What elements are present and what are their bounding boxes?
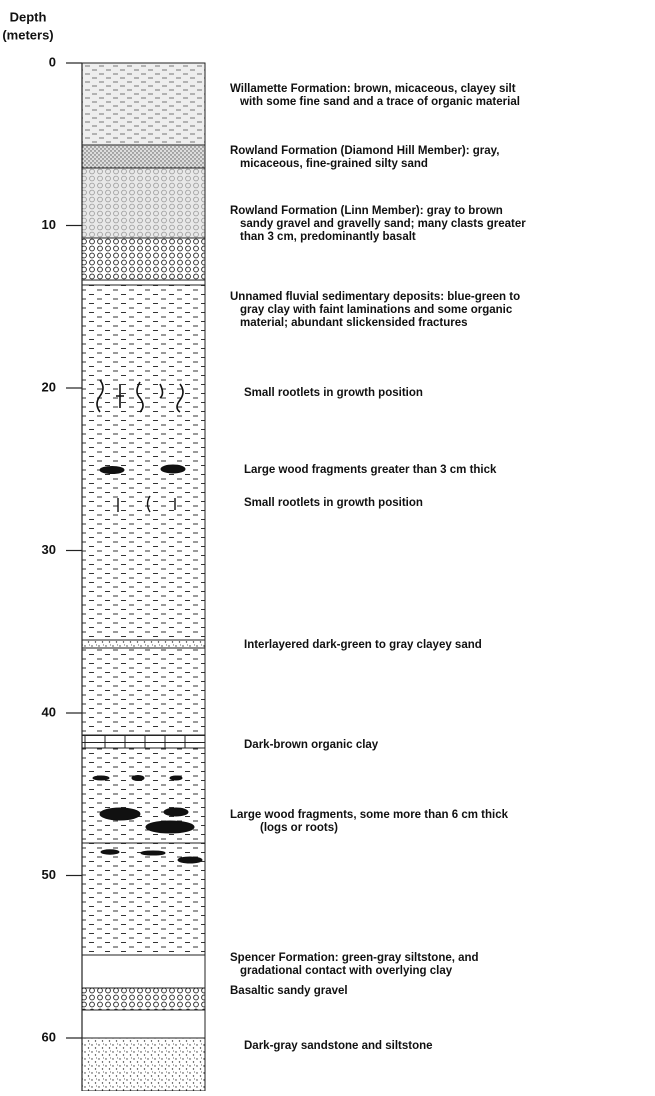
wood-fragment <box>141 851 165 855</box>
description-line: Small rootlets in growth position <box>244 387 423 399</box>
wood-fragment <box>146 821 194 833</box>
layer-gap <box>82 280 205 285</box>
description-line: (logs or roots) <box>260 822 338 834</box>
layer-siltstone <box>82 955 205 988</box>
description-line: gradational contact with overlying clay <box>240 965 453 977</box>
description-line: Large wood fragments, some more than 6 c… <box>230 809 509 821</box>
description-line: Dark-gray sandstone and siltstone <box>244 1040 433 1052</box>
description-line: micaceous, fine-grained silty sand <box>240 158 428 170</box>
descriptions: Willamette Formation: brown, micaceous, … <box>230 83 526 1052</box>
header-unit: (meters) <box>2 27 53 42</box>
tick-label: 10 <box>42 217 56 232</box>
tick-label: 60 <box>42 1029 56 1044</box>
stratigraphic-column: Depth (meters) 0102030405060 Willa <box>0 0 655 1091</box>
wood-fragment <box>164 808 188 816</box>
description-line: Small rootlets in growth position <box>244 497 423 509</box>
wood-fragment <box>132 776 144 781</box>
layer-clayey-sand <box>82 640 205 648</box>
description-line: Dark-brown organic clay <box>244 739 379 751</box>
description-line: sandy gravel and gravelly sand; many cla… <box>240 218 526 230</box>
layer-clay <box>82 648 205 735</box>
layer-silt <box>82 63 205 145</box>
description-line: Willamette Formation: brown, micaceous, … <box>230 83 516 95</box>
layer-siltstone <box>82 1010 205 1038</box>
tick-label: 30 <box>42 542 56 557</box>
description-line: Rowland Formation (Diamond Hill Member):… <box>230 145 499 157</box>
wood-fragment <box>178 857 202 863</box>
header-title: Depth <box>10 9 47 24</box>
description-line: than 3 cm, predominantly basalt <box>240 231 416 243</box>
layer-gravel <box>82 238 205 280</box>
layer-sandstone <box>82 1038 205 1091</box>
description-line: material; abundant slickensided fracture… <box>240 317 468 329</box>
layer-clay <box>82 285 205 640</box>
column-layers <box>82 63 205 1091</box>
tick-label: 20 <box>42 379 56 394</box>
wood-fragment <box>93 776 109 780</box>
header: Depth (meters) <box>2 9 53 42</box>
tick-label: 40 <box>42 704 56 719</box>
depth-axis: 0 10 20 30 40 50 60 <box>42 54 82 1091</box>
layer-gravel-light <box>82 168 205 238</box>
description-line: Interlayered dark-green to gray clayey s… <box>244 639 482 651</box>
tick-label: 0 <box>49 54 56 69</box>
wood-fragment <box>100 467 124 474</box>
description-line: with some fine sand and a trace of organ… <box>239 96 520 108</box>
tick-label: 50 <box>42 867 56 882</box>
wood-fragment <box>100 808 140 820</box>
description-line: Spencer Formation: green-gray siltstone,… <box>230 952 479 964</box>
layer-organic-clay <box>82 735 205 748</box>
description-line: Large wood fragments greater than 3 cm t… <box>244 464 497 476</box>
wood-fragment <box>161 465 185 473</box>
description-line: gray clay with faint laminations and som… <box>240 304 513 316</box>
layer-sandy-gravel <box>82 988 205 1010</box>
description-line: Basaltic sandy gravel <box>230 985 348 997</box>
description-line: Unnamed fluvial sedimentary deposits: bl… <box>230 291 520 303</box>
wood-fragment <box>101 850 119 854</box>
description-line: Rowland Formation (Linn Member): gray to… <box>230 205 503 217</box>
layer-silty-sand <box>82 145 205 168</box>
wood-fragment <box>170 776 182 780</box>
